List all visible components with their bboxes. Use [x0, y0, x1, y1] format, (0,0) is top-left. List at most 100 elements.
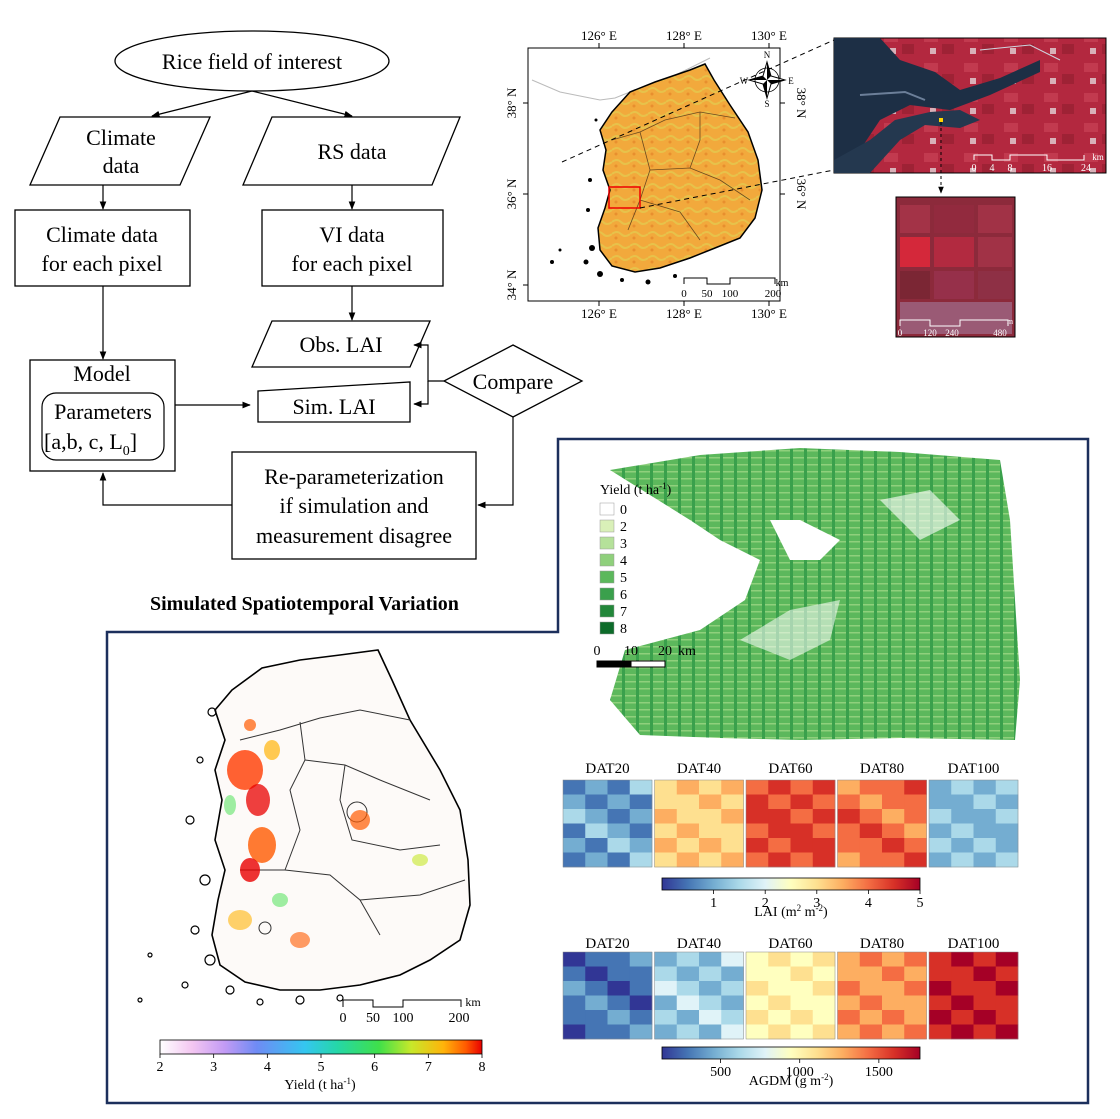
panel-cell — [837, 823, 861, 839]
panel-cell — [859, 780, 883, 795]
panel-cell — [812, 838, 836, 853]
study-scale-unit: km — [776, 278, 789, 289]
compass-w: W — [740, 76, 749, 86]
panel-cell — [929, 823, 952, 839]
panel-cell — [929, 838, 952, 853]
legend-swatch-4 — [599, 553, 615, 567]
panel-cell — [654, 1024, 678, 1040]
panel-cell — [721, 1024, 744, 1040]
field-inset: 0 120 240 480 m — [895, 196, 1016, 338]
panel-cell — [790, 1024, 814, 1040]
panel-cell — [951, 809, 974, 824]
lon-label-top-2: 128° E — [666, 28, 702, 43]
panel-cell — [746, 966, 769, 982]
legend-swatch-5 — [599, 570, 615, 584]
panel-cell — [812, 823, 836, 839]
parameters-values: [a,b, c, L0] — [44, 429, 137, 459]
panel-cell — [790, 838, 814, 853]
climate-data-label-2: data — [103, 153, 140, 178]
sat-scale-4: 4 — [990, 163, 995, 174]
reparam-node — [231, 451, 477, 560]
legend-label-6: 6 — [620, 588, 627, 603]
obs-lai-node — [251, 320, 431, 368]
panel-cell — [699, 981, 722, 996]
panel-cell — [721, 794, 744, 810]
results-frame — [105, 437, 1090, 1105]
panel-cell — [812, 852, 836, 868]
lai-tick-2: 2 — [762, 896, 769, 911]
panel-cell — [812, 952, 836, 967]
national-scale-100: 100 — [393, 1011, 414, 1026]
panel-cell — [746, 1010, 769, 1025]
yield-hotspots — [224, 719, 428, 948]
lai-tick-5: 5 — [917, 896, 924, 911]
panel-cell — [929, 794, 952, 810]
agdm-colorbar — [661, 1046, 921, 1060]
reparam-label-3: measurement disagree — [256, 523, 452, 548]
panel-cell — [929, 981, 952, 996]
panel-cell — [882, 981, 905, 996]
lat-label-right-1: 38° N — [794, 88, 809, 119]
panel-cell — [607, 995, 631, 1011]
panel-cell — [768, 794, 791, 810]
panel-title-dat40: DAT40 — [677, 936, 721, 952]
panel-cell — [768, 852, 791, 868]
panel-cell — [699, 1024, 722, 1040]
panel-cell — [995, 966, 1019, 982]
panel-title-dat100: DAT100 — [948, 936, 1000, 952]
panel-cell — [676, 823, 700, 839]
panel-cell — [995, 981, 1019, 996]
panel-cell — [882, 823, 905, 839]
panel-title-dat60: DAT60 — [768, 936, 812, 952]
panel-cell — [995, 952, 1019, 967]
study-scale-200: 200 — [765, 288, 782, 300]
reparam-label-2: if simulation and — [279, 493, 428, 518]
national-colorbar-label: Yield (t ha-1) — [284, 1076, 356, 1093]
section-title: Simulated Spatiotemporal Variation — [150, 593, 459, 615]
panel-cell — [951, 838, 974, 853]
panel-cell — [699, 966, 722, 982]
legend-label-5: 5 — [620, 571, 627, 586]
panel-cell — [629, 1024, 653, 1040]
parameters-label: Parameters — [54, 399, 152, 424]
panel-cell — [699, 794, 722, 810]
panel-cell — [607, 780, 631, 795]
legend-label-4: 4 — [620, 554, 627, 569]
panel-cell — [973, 1010, 997, 1025]
panel-cell — [746, 838, 769, 853]
study-scale-0: 0 — [681, 288, 687, 300]
panel-cell — [973, 981, 997, 996]
legend-label-8: 8 — [620, 622, 627, 637]
national-colorbar — [159, 1039, 483, 1055]
panel-cell — [973, 952, 997, 967]
panel-cell — [563, 981, 586, 996]
panel-cell — [929, 1010, 952, 1025]
sat-scale-0: 0 — [972, 163, 977, 174]
legend-swatch-6 — [599, 587, 615, 601]
panel-cell — [721, 780, 744, 795]
agdm-panels: DAT20 DAT40 DAT60 DAT80 DAT100 500 1000 1500 A… — [562, 936, 1019, 1089]
panel-cell — [790, 995, 814, 1011]
panel-cell — [746, 823, 769, 839]
lon-label-top-1: 126° E — [581, 28, 617, 43]
panel-cell — [859, 794, 883, 810]
panel-cell — [904, 952, 927, 967]
panel-cell — [973, 1024, 997, 1040]
panel-cell — [654, 852, 678, 868]
sim-lai-label: Sim. LAI — [292, 394, 375, 419]
panel-cell — [837, 1024, 861, 1040]
panel-cell — [904, 780, 927, 795]
agdm-tick-1500: 1500 — [865, 1065, 893, 1080]
panel-cell — [721, 966, 744, 982]
lai-panels: DAT20 DAT40 DAT60 DAT80 DAT100 1 2 3 4 5 LAI (m2… — [562, 761, 1019, 920]
regional-legend: 0 2 3 4 5 6 7 8 — [599, 502, 627, 637]
sat-scale-8: 8 — [1008, 163, 1013, 174]
panel-cell — [699, 995, 722, 1011]
panel-cell — [790, 981, 814, 996]
panel-cell — [721, 981, 744, 996]
panel-cell — [812, 809, 836, 824]
panel-cell — [859, 823, 883, 839]
flowchart: Rice field of interest Climate data RS d… — [14, 30, 584, 560]
panel-cell — [904, 995, 927, 1011]
panel-cell — [904, 852, 927, 868]
